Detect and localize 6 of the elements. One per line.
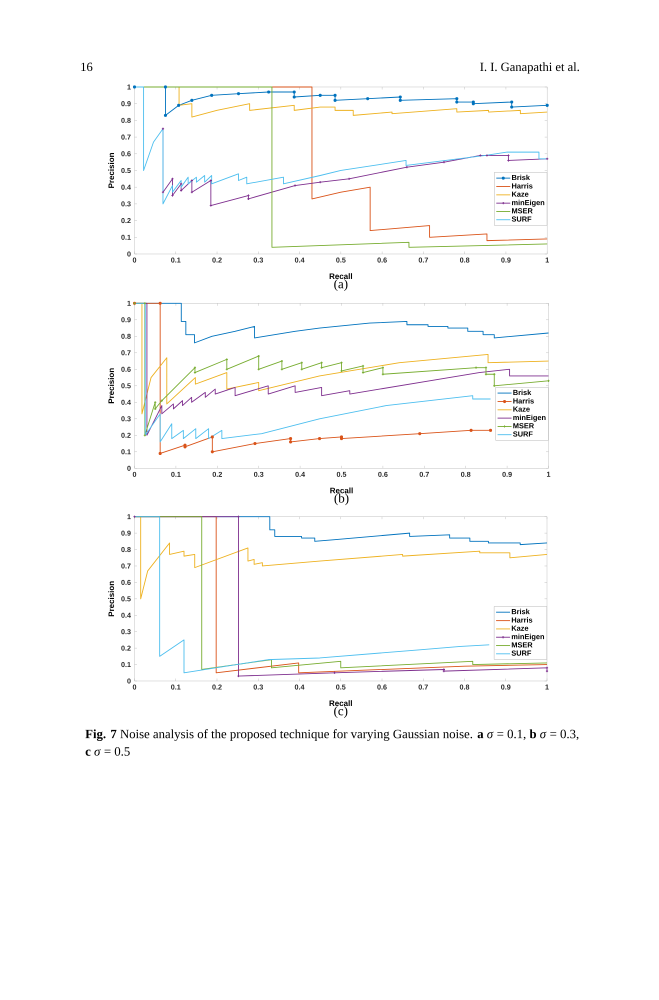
text: I. I. Ganapathi et al.	[480, 62, 579, 74]
text: (b)	[334, 494, 348, 506]
text: 16	[81, 62, 92, 72]
text: Fig. 7 Noise analysis of the proposed technique for varying Gaussian noise. a σ = 0.1, b σ = 0.3, c σ = 0.5	[85, 729, 578, 756]
text: (a)	[334, 279, 348, 291]
text: (c)	[334, 706, 348, 718]
